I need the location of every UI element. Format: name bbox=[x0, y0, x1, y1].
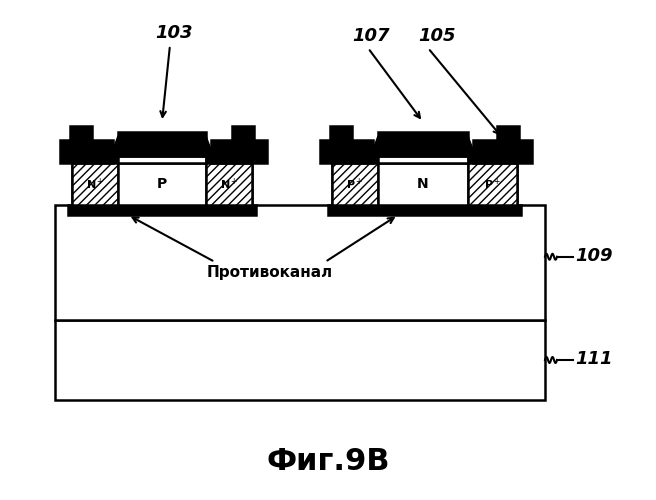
Text: 107: 107 bbox=[352, 27, 390, 45]
Text: N: N bbox=[417, 177, 429, 191]
Bar bbox=[60, 140, 113, 163]
Text: Противоканал: Противоканал bbox=[207, 264, 333, 280]
Polygon shape bbox=[368, 136, 378, 163]
Bar bbox=[497, 126, 519, 140]
Bar bbox=[328, 205, 521, 215]
Text: N$^+$: N$^+$ bbox=[220, 176, 238, 192]
Bar bbox=[211, 140, 267, 163]
Text: 111: 111 bbox=[575, 350, 613, 368]
Text: P$^+$: P$^+$ bbox=[484, 176, 501, 192]
Bar bbox=[332, 163, 517, 205]
Bar bbox=[72, 163, 118, 205]
Bar bbox=[68, 205, 256, 215]
Bar bbox=[118, 132, 206, 156]
Bar bbox=[118, 156, 206, 163]
Polygon shape bbox=[108, 136, 118, 163]
Bar bbox=[332, 163, 378, 205]
Polygon shape bbox=[468, 136, 478, 163]
Bar bbox=[473, 140, 532, 163]
Bar bbox=[55, 205, 545, 320]
Bar bbox=[70, 126, 92, 140]
Text: 105: 105 bbox=[418, 27, 455, 45]
Bar bbox=[232, 126, 254, 140]
Bar bbox=[206, 163, 252, 205]
Text: 103: 103 bbox=[155, 24, 192, 42]
Bar bbox=[320, 140, 373, 163]
Bar bbox=[378, 132, 468, 156]
Bar bbox=[330, 126, 352, 140]
Bar bbox=[378, 163, 468, 205]
Text: 109: 109 bbox=[575, 246, 613, 265]
Bar bbox=[468, 163, 517, 205]
Text: N$^+$: N$^+$ bbox=[86, 176, 104, 192]
Bar bbox=[118, 163, 206, 205]
Text: P$^+$: P$^+$ bbox=[346, 176, 363, 192]
Bar bbox=[72, 163, 252, 205]
Bar bbox=[378, 156, 468, 163]
Polygon shape bbox=[206, 136, 216, 163]
Text: P: P bbox=[157, 177, 167, 191]
Bar bbox=[55, 320, 545, 400]
Text: Фиг.9B: Фиг.9B bbox=[266, 448, 390, 476]
